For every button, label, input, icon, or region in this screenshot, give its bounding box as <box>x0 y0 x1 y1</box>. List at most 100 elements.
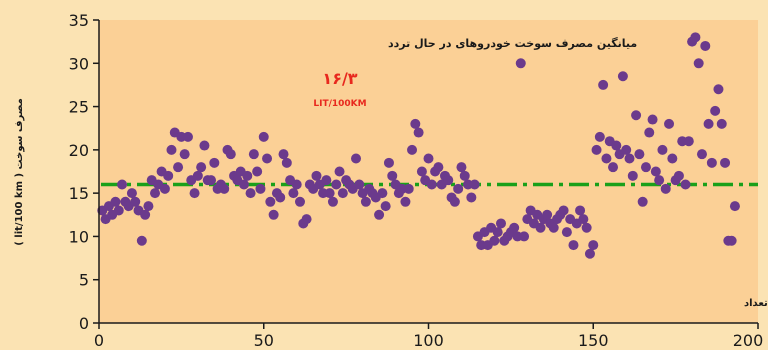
data-point <box>611 140 622 151</box>
data-point <box>291 179 302 190</box>
data-point <box>627 170 638 181</box>
data-point <box>354 179 365 190</box>
data-point <box>275 192 286 203</box>
data-point <box>726 235 737 246</box>
x-axis-label: تعداد <box>744 298 768 309</box>
data-point <box>591 144 602 155</box>
data-point <box>265 196 276 207</box>
data-point <box>509 222 520 233</box>
data-point <box>196 162 207 173</box>
data-point <box>647 114 658 125</box>
data-point <box>166 144 177 155</box>
data-point <box>558 205 569 216</box>
data-point <box>640 162 651 173</box>
x-tick-label: 150 <box>578 331 609 350</box>
data-point <box>650 166 661 177</box>
data-point <box>140 209 151 220</box>
data-point <box>535 222 546 233</box>
data-point <box>519 231 530 242</box>
data-point <box>252 166 263 177</box>
data-point <box>423 153 434 164</box>
y-tick-label: 25 <box>69 98 89 117</box>
data-point <box>136 235 147 246</box>
data-point <box>416 166 427 177</box>
data-point <box>383 157 394 168</box>
data-point <box>255 183 266 194</box>
data-point <box>601 153 612 164</box>
x-tick-label: 100 <box>413 331 444 350</box>
data-point <box>192 170 203 181</box>
data-point <box>660 183 671 194</box>
data-point <box>489 235 500 246</box>
data-point <box>173 162 184 173</box>
data-point <box>584 248 595 259</box>
data-points <box>97 32 740 259</box>
data-point <box>288 188 299 199</box>
x-tick-label: 50 <box>254 331 274 350</box>
data-point <box>696 149 707 160</box>
data-point <box>209 157 220 168</box>
data-point <box>492 227 503 238</box>
data-point <box>664 118 675 129</box>
annotation-unit: LIT/100KM <box>313 99 366 109</box>
data-point <box>449 196 460 207</box>
data-point <box>206 175 217 186</box>
data-point <box>380 201 391 212</box>
y-axis-ticks: 0 5 10 15 20 25 30 35 <box>69 11 99 333</box>
data-point <box>568 240 579 251</box>
data-point <box>413 127 424 138</box>
y-tick-label: 0 <box>79 314 89 333</box>
data-point <box>407 144 418 155</box>
data-point <box>262 153 273 164</box>
x-tick-label: 200 <box>733 331 764 350</box>
data-point <box>324 188 335 199</box>
data-point <box>337 188 348 199</box>
data-point <box>575 205 586 216</box>
data-point <box>179 149 190 160</box>
data-point <box>598 79 609 90</box>
data-point <box>403 183 414 194</box>
data-point <box>334 166 345 177</box>
data-point <box>281 157 292 168</box>
data-point <box>624 153 635 164</box>
data-point <box>294 196 305 207</box>
data-point <box>621 144 632 155</box>
data-point <box>703 118 714 129</box>
data-point <box>199 140 210 151</box>
y-tick-label: 10 <box>69 227 89 246</box>
data-point <box>182 131 193 142</box>
data-point <box>469 179 480 190</box>
data-point <box>657 144 668 155</box>
data-point <box>258 131 269 142</box>
data-point <box>588 240 599 251</box>
data-point <box>561 227 572 238</box>
annotation-title: میانگین مصرف سوخت خودروهای در حال تردد <box>388 37 637 50</box>
data-point <box>456 162 467 173</box>
data-point <box>159 183 170 194</box>
data-point <box>242 170 253 181</box>
y-tick-label: 20 <box>69 141 89 160</box>
data-point <box>311 170 322 181</box>
data-point <box>377 188 388 199</box>
y-tick-label: 15 <box>69 184 89 203</box>
data-point <box>126 188 137 199</box>
data-point <box>426 179 437 190</box>
data-point <box>667 153 678 164</box>
data-point <box>548 222 559 233</box>
data-point <box>581 222 592 233</box>
x-axis-ticks: 0 50 100 150 200 <box>94 323 763 350</box>
data-point <box>578 214 589 225</box>
data-point <box>278 149 289 160</box>
data-point <box>238 179 249 190</box>
data-point <box>130 196 141 207</box>
data-point <box>225 149 236 160</box>
data-point <box>150 188 161 199</box>
data-point <box>321 175 332 186</box>
data-point <box>374 209 385 220</box>
data-point <box>301 214 312 225</box>
data-point <box>720 157 731 168</box>
data-point <box>637 196 648 207</box>
data-point <box>189 188 200 199</box>
data-point <box>459 170 470 181</box>
